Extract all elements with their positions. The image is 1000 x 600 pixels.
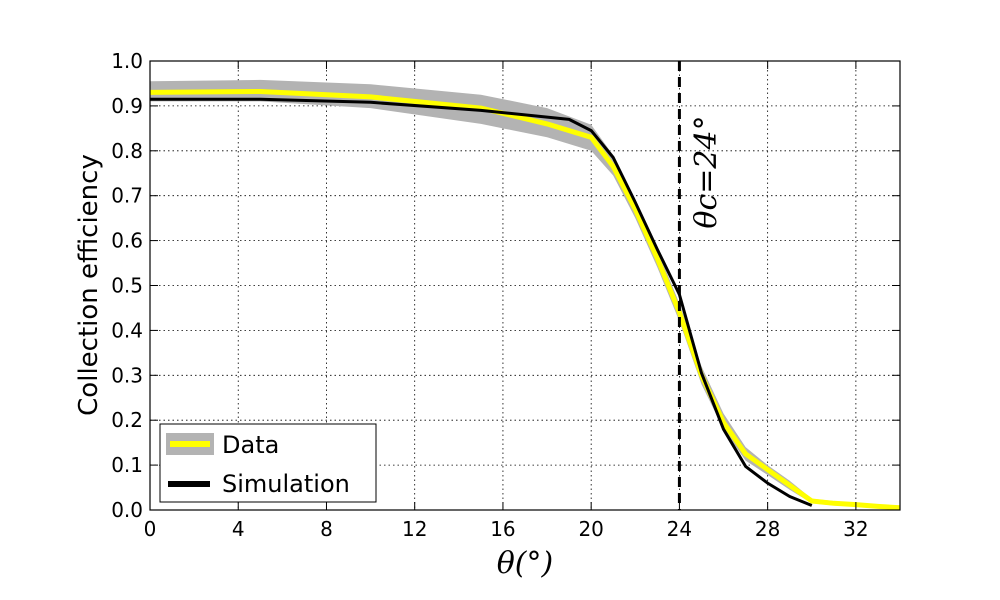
- critical-angle-label: θc=24°: [689, 115, 724, 228]
- legend-label-simulation: Simulation: [222, 470, 350, 498]
- legend: Data Simulation: [159, 423, 377, 503]
- legend-entry-data: Data: [166, 431, 279, 459]
- series-lines: [149, 89, 901, 511]
- x-tick-label: 20: [578, 517, 603, 541]
- x-tick-label: 12: [402, 517, 427, 541]
- series-line-simulation: [150, 97, 813, 507]
- y-tick-label: 0.5: [111, 274, 143, 298]
- y-tick-label: 0.8: [111, 139, 143, 163]
- y-tick-label: 0.0: [111, 498, 143, 522]
- axis-ticks: [149, 60, 900, 511]
- y-tick-label: 0.4: [111, 318, 143, 342]
- y-tick-labels: 0.0 0.1 0.2 0.3 0.4 0.5 0.6 0.7 0.8 0.9 1.0: [111, 49, 143, 522]
- x-tick-label: 0: [144, 517, 157, 541]
- y-tick-label: 0.1: [111, 453, 143, 477]
- x-tick-label: 16: [490, 517, 515, 541]
- x-tick-label: 4: [232, 517, 245, 541]
- y-tick-label: 0.7: [111, 184, 143, 208]
- x-tick-label: 32: [843, 517, 868, 541]
- legend-entry-simulation: Simulation: [168, 470, 350, 498]
- x-axis-label: θ(°): [497, 546, 553, 581]
- y-tick-label: 0.9: [111, 94, 143, 118]
- x-tick-labels: 0 4 8 12 16 20 24 28 32: [144, 517, 869, 541]
- x-tick-label: 8: [320, 517, 333, 541]
- y-tick-label: 0.6: [111, 229, 143, 253]
- y-tick-label: 1.0: [111, 49, 143, 73]
- x-tick-label: 28: [755, 517, 780, 541]
- y-tick-label: 0.3: [111, 363, 143, 387]
- x-tick-label: 24: [667, 517, 692, 541]
- y-tick-label: 0.2: [111, 408, 143, 432]
- y-axis-label: Collection efficiency: [74, 154, 104, 416]
- legend-label-data: Data: [222, 431, 279, 459]
